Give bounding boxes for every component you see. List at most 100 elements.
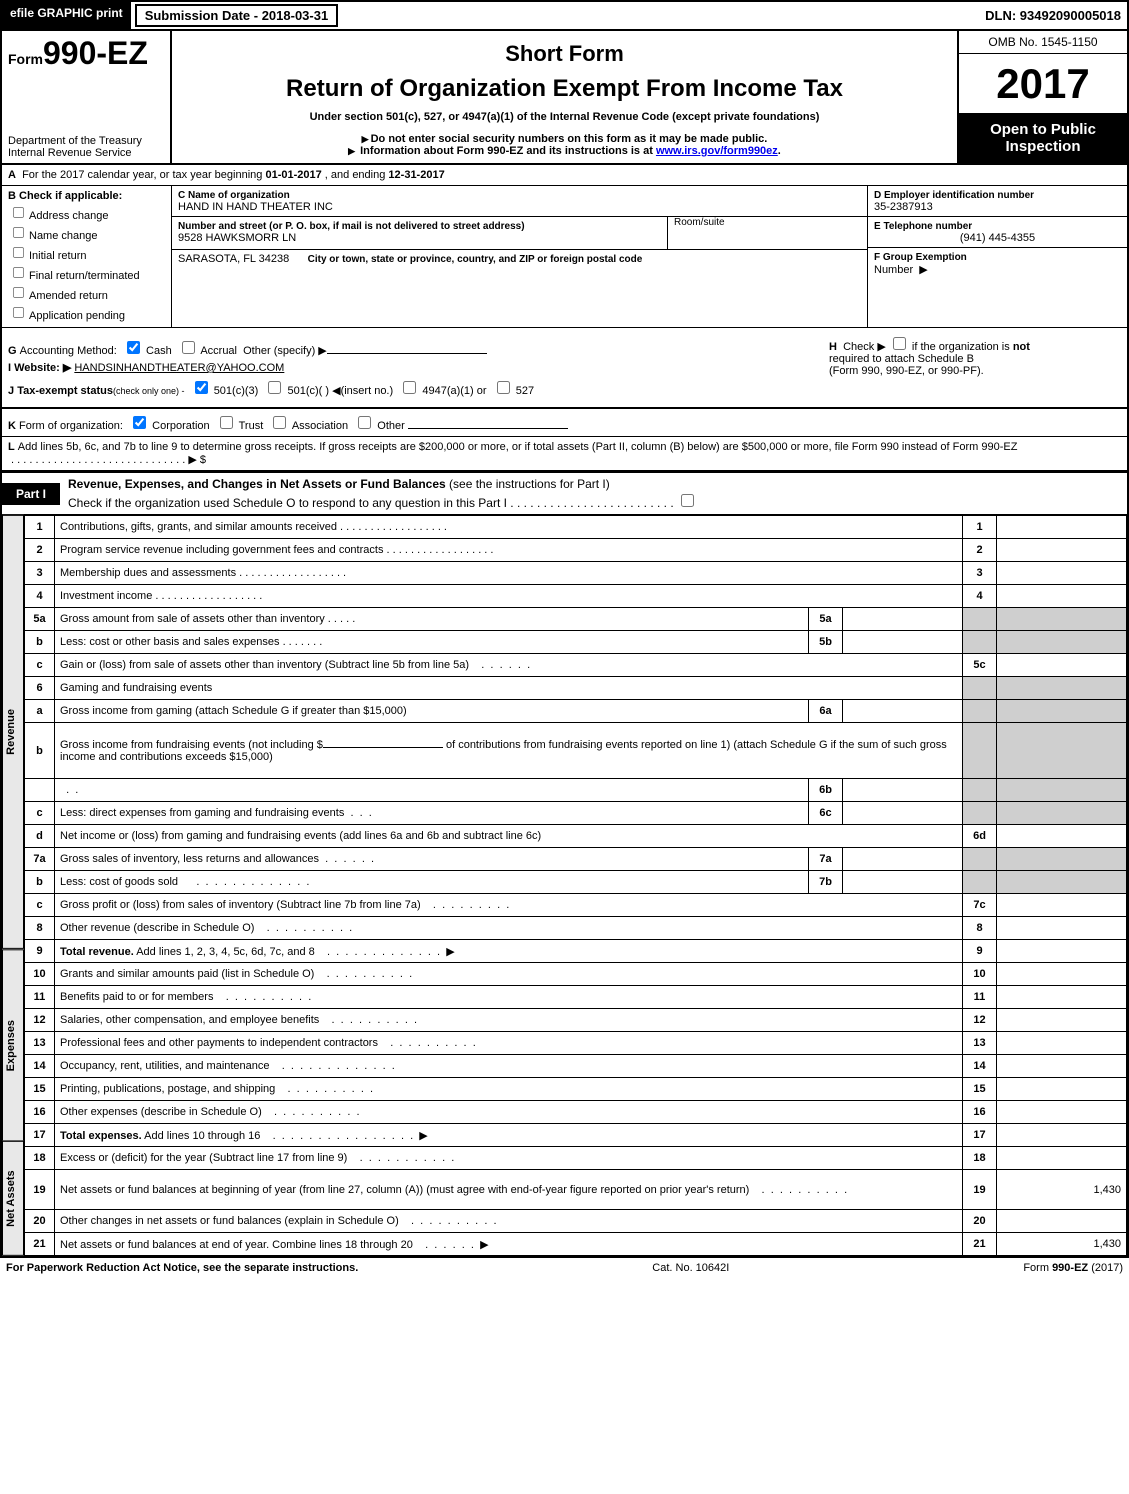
chk-4947[interactable] (403, 381, 416, 394)
table-row: 14Occupancy, rent, utilities, and mainte… (25, 1055, 1127, 1078)
box-D: D Employer identification number 35-2387… (868, 186, 1127, 217)
under-section: Under section 501(c), 527, or 4947(a)(1)… (182, 107, 947, 133)
chk-association[interactable] (273, 416, 286, 429)
header-mid: Short Form Return of Organization Exempt… (172, 31, 957, 163)
chk-H[interactable] (893, 337, 906, 350)
chk-application-pending[interactable]: Application pending (8, 303, 165, 322)
form-ref: Form 990-EZ (2017) (1023, 1262, 1123, 1274)
bcde-block: B Check if applicable: Address change Na… (2, 186, 1127, 328)
ein: 35-2387913 (874, 201, 933, 213)
table-row: 6Gaming and fundraising events (25, 677, 1127, 700)
table-row: 5aGross amount from sale of assets other… (25, 608, 1127, 631)
instructions-link[interactable]: www.irs.gov/form990ez (656, 145, 778, 157)
efile-print-label: efile GRAPHIC print (2, 2, 131, 29)
omb-number: OMB No. 1545-1150 (959, 31, 1127, 54)
org-name: HAND IN HAND THEATER INC (178, 201, 333, 213)
table-row: bGross income from fundraising events (n… (25, 723, 1127, 779)
submission-date: Submission Date - 2018-03-31 (135, 4, 339, 27)
section-revenue: Revenue (2, 515, 24, 949)
table-row: 15Printing, publications, postage, and s… (25, 1078, 1127, 1101)
form-header: Form990-EZ Department of the Treasury In… (2, 31, 1127, 165)
col-C: C Name of organization HAND IN HAND THEA… (172, 186, 867, 327)
table-row: bLess: cost or other basis and sales exp… (25, 631, 1127, 654)
table-row: 2Program service revenue including gover… (25, 539, 1127, 562)
table-row: 8Other revenue (describe in Schedule O) … (25, 917, 1127, 940)
chk-501c[interactable] (268, 381, 281, 394)
line-I: I Website: ▶ HANDSINHANDTHEATER@YAHOO.CO… (8, 361, 821, 374)
table-row: 17Total expenses. Add lines 10 through 1… (25, 1124, 1127, 1147)
line-L: L Add lines 5b, 6c, and 7b to line 9 to … (2, 437, 1127, 471)
table-row: cLess: direct expenses from gaming and f… (25, 802, 1127, 825)
topbar: efile GRAPHIC print Submission Date - 20… (2, 2, 1127, 31)
telephone: (941) 445-4355 (874, 232, 1121, 244)
chk-initial-return[interactable]: Initial return (8, 243, 165, 262)
part-I-title: Revenue, Expenses, and Changes in Net As… (60, 473, 705, 514)
table-row: cGross profit or (loss) from sales of in… (25, 894, 1127, 917)
dln: DLN: 93492090005018 (979, 8, 1127, 23)
table-row: 3Membership dues and assessments3 (25, 562, 1127, 585)
part-I-tab: Part I (2, 483, 60, 505)
table-row: 21Net assets or fund balances at end of … (25, 1233, 1127, 1256)
open-to-public: Open to Public Inspection (959, 113, 1127, 163)
info-about: Information about Form 990-EZ and its in… (182, 145, 947, 157)
chk-cash[interactable] (127, 341, 140, 354)
department: Department of the Treasury Internal Reve… (8, 135, 164, 159)
table-row: 1Contributions, gifts, grants, and simil… (25, 516, 1127, 539)
table-row: 4Investment income4 (25, 585, 1127, 608)
website-value: HANDSINHANDTHEATER@YAHOO.COM (74, 362, 284, 374)
table-row: 18Excess or (deficit) for the year (Subt… (25, 1147, 1127, 1170)
form-container: efile GRAPHIC print Submission Date - 20… (0, 0, 1129, 1258)
org-city: SARASOTA, FL 34238 (178, 253, 289, 265)
chk-schedule-O[interactable] (681, 494, 694, 507)
return-title: Return of Organization Exempt From Incom… (182, 71, 947, 107)
table-row: 20Other changes in net assets or fund ba… (25, 1210, 1127, 1233)
section-expenses: Expenses (2, 949, 24, 1141)
table-row: cGain or (loss) from sale of assets othe… (25, 654, 1127, 677)
org-street: 9528 HAWKSMORR LN (178, 232, 296, 244)
table-row: aGross income from gaming (attach Schedu… (25, 700, 1127, 723)
table-row: 10Grants and similar amounts paid (list … (25, 963, 1127, 986)
part-I-body: Revenue Expenses Net Assets 1Contributio… (2, 515, 1127, 1256)
table-row: 9Total revenue. Add lines 1, 2, 3, 4, 5c… (25, 940, 1127, 963)
col-B: B Check if applicable: Address change Na… (2, 186, 172, 327)
table-row: . .6b (25, 779, 1127, 802)
chk-final-return[interactable]: Final return/terminated (8, 263, 165, 282)
box-F: F Group Exemption Number ▶ (868, 248, 1127, 279)
chk-accrual[interactable] (182, 341, 195, 354)
line-K: K Form of organization: Corporation Trus… (2, 409, 1127, 437)
c-address: Room/suite Number and street (or P. O. b… (172, 217, 867, 250)
donot-note: Do not enter social security numbers on … (182, 133, 947, 145)
line-G: G Accounting Method: Cash Accrual Other … (8, 338, 821, 357)
chk-501c3[interactable] (195, 381, 208, 394)
c-city: SARASOTA, FL 34238 City or town, state o… (172, 250, 867, 268)
short-form-title: Short Form (182, 37, 947, 71)
chk-other-org[interactable] (358, 416, 371, 429)
table-row: 16Other expenses (describe in Schedule O… (25, 1101, 1127, 1124)
col-DEF: D Employer identification number 35-2387… (867, 186, 1127, 327)
chk-address-change[interactable]: Address change (8, 203, 165, 222)
chk-trust[interactable] (220, 416, 233, 429)
table-row: 19Net assets or fund balances at beginni… (25, 1170, 1127, 1210)
table-row: dNet income or (loss) from gaming and fu… (25, 825, 1127, 848)
header-left: Form990-EZ Department of the Treasury In… (2, 31, 172, 163)
line-H: H Check ▶ if the organization is not req… (821, 334, 1121, 401)
chk-name-change[interactable]: Name change (8, 223, 165, 242)
room-suite-label: Room/suite (667, 217, 867, 249)
c-name: C Name of organization HAND IN HAND THEA… (172, 186, 867, 217)
section-netassets: Net Assets (2, 1141, 24, 1256)
tax-year: 2017 (959, 54, 1127, 113)
table-row: bLess: cost of goods sold . . . . . . . … (25, 871, 1127, 894)
line-21-value: 1,430 (997, 1233, 1127, 1256)
table-row: 13Professional fees and other payments t… (25, 1032, 1127, 1055)
table-row: 7aGross sales of inventory, less returns… (25, 848, 1127, 871)
chk-corporation[interactable] (133, 416, 146, 429)
cat-no: Cat. No. 10642I (652, 1262, 729, 1274)
chk-amended-return[interactable]: Amended return (8, 283, 165, 302)
box-E: E Telephone number (941) 445-4355 (868, 217, 1127, 248)
table-row: 12Salaries, other compensation, and empl… (25, 1009, 1127, 1032)
lines-table: 1Contributions, gifts, grants, and simil… (24, 515, 1127, 1256)
chk-527[interactable] (497, 381, 510, 394)
line-J: J Tax-exempt status(check only one) - 50… (8, 378, 821, 397)
part-I-header: Part I Revenue, Expenses, and Changes in… (2, 471, 1127, 515)
form-number: Form990-EZ (8, 35, 164, 72)
